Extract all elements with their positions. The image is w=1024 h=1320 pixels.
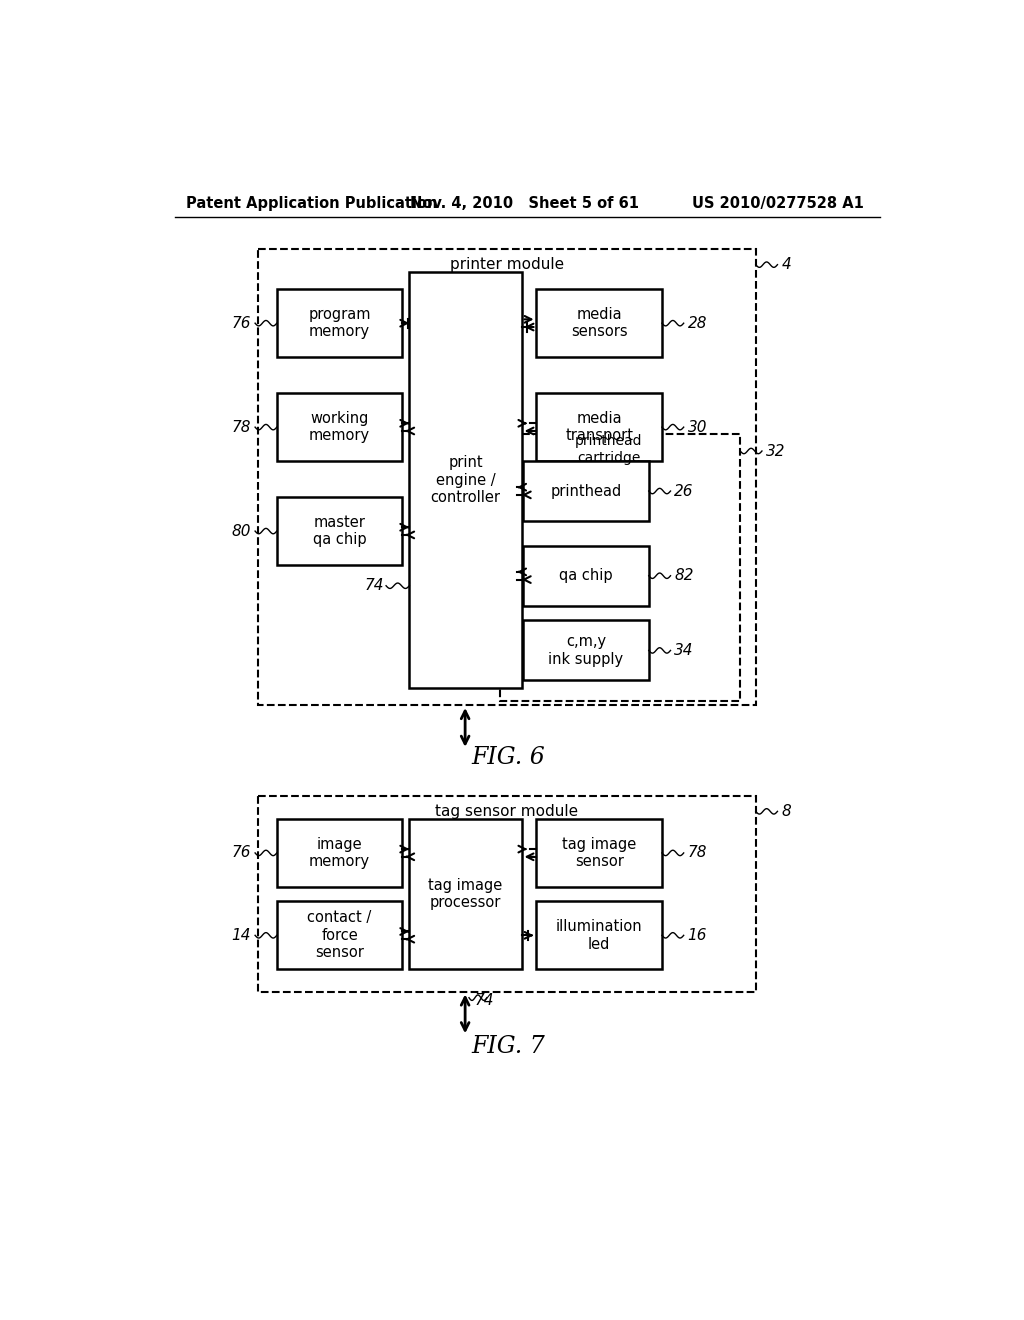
Text: c,m,y
ink supply: c,m,y ink supply [549, 634, 624, 667]
Text: US 2010/0277528 A1: US 2010/0277528 A1 [692, 195, 864, 211]
Text: Nov. 4, 2010   Sheet 5 of 61: Nov. 4, 2010 Sheet 5 of 61 [411, 195, 639, 211]
Text: 4: 4 [781, 257, 792, 272]
Text: 26: 26 [675, 483, 694, 499]
Text: 32: 32 [766, 444, 785, 458]
Bar [258, 249, 756, 705]
Text: printhead: printhead [551, 483, 622, 499]
Bar [276, 818, 402, 887]
Text: 30: 30 [687, 420, 707, 434]
Text: 80: 80 [231, 524, 251, 539]
Text: FIG. 7: FIG. 7 [471, 1035, 545, 1059]
Bar [410, 818, 521, 969]
Text: 76: 76 [231, 845, 251, 861]
Text: 78: 78 [231, 420, 251, 434]
Bar [276, 498, 402, 565]
Text: printhead
cartridge: printhead cartridge [574, 434, 642, 465]
Bar [276, 393, 402, 461]
Text: FIG. 6: FIG. 6 [471, 746, 545, 770]
Text: 74: 74 [474, 993, 494, 1008]
Text: 74: 74 [365, 578, 384, 593]
Text: 34: 34 [675, 643, 694, 657]
Text: qa chip: qa chip [559, 568, 612, 583]
Text: media
transport: media transport [565, 411, 633, 444]
Text: 82: 82 [675, 568, 694, 583]
Text: print
engine /
controller: print engine / controller [430, 455, 501, 506]
Bar [523, 461, 649, 521]
Text: tag image
sensor: tag image sensor [562, 837, 636, 869]
Text: media
sensors: media sensors [571, 308, 628, 339]
Bar [523, 545, 649, 606]
Text: 28: 28 [687, 315, 707, 331]
Text: illumination
led: illumination led [556, 919, 642, 952]
Bar [523, 620, 649, 681]
Text: 8: 8 [781, 804, 792, 818]
Text: 78: 78 [687, 845, 707, 861]
Text: 14: 14 [231, 928, 251, 942]
Bar [258, 796, 756, 991]
Text: contact /
force
sensor: contact / force sensor [307, 911, 372, 960]
Text: tag image
processor: tag image processor [428, 878, 503, 911]
Text: tag sensor module: tag sensor module [435, 804, 579, 818]
Text: program
memory: program memory [308, 308, 371, 339]
Text: image
memory: image memory [309, 837, 370, 869]
Text: printer module: printer module [450, 257, 564, 272]
Text: 16: 16 [687, 928, 707, 942]
Bar [537, 818, 662, 887]
Bar [276, 289, 402, 358]
Bar [537, 289, 662, 358]
Text: 76: 76 [231, 315, 251, 331]
Text: master
qa chip: master qa chip [312, 515, 367, 548]
Text: Patent Application Publication: Patent Application Publication [186, 195, 437, 211]
Bar [537, 393, 662, 461]
Bar [537, 902, 662, 969]
Bar [500, 434, 740, 701]
Text: working
memory: working memory [309, 411, 370, 444]
Bar [276, 902, 402, 969]
Bar [410, 272, 521, 688]
